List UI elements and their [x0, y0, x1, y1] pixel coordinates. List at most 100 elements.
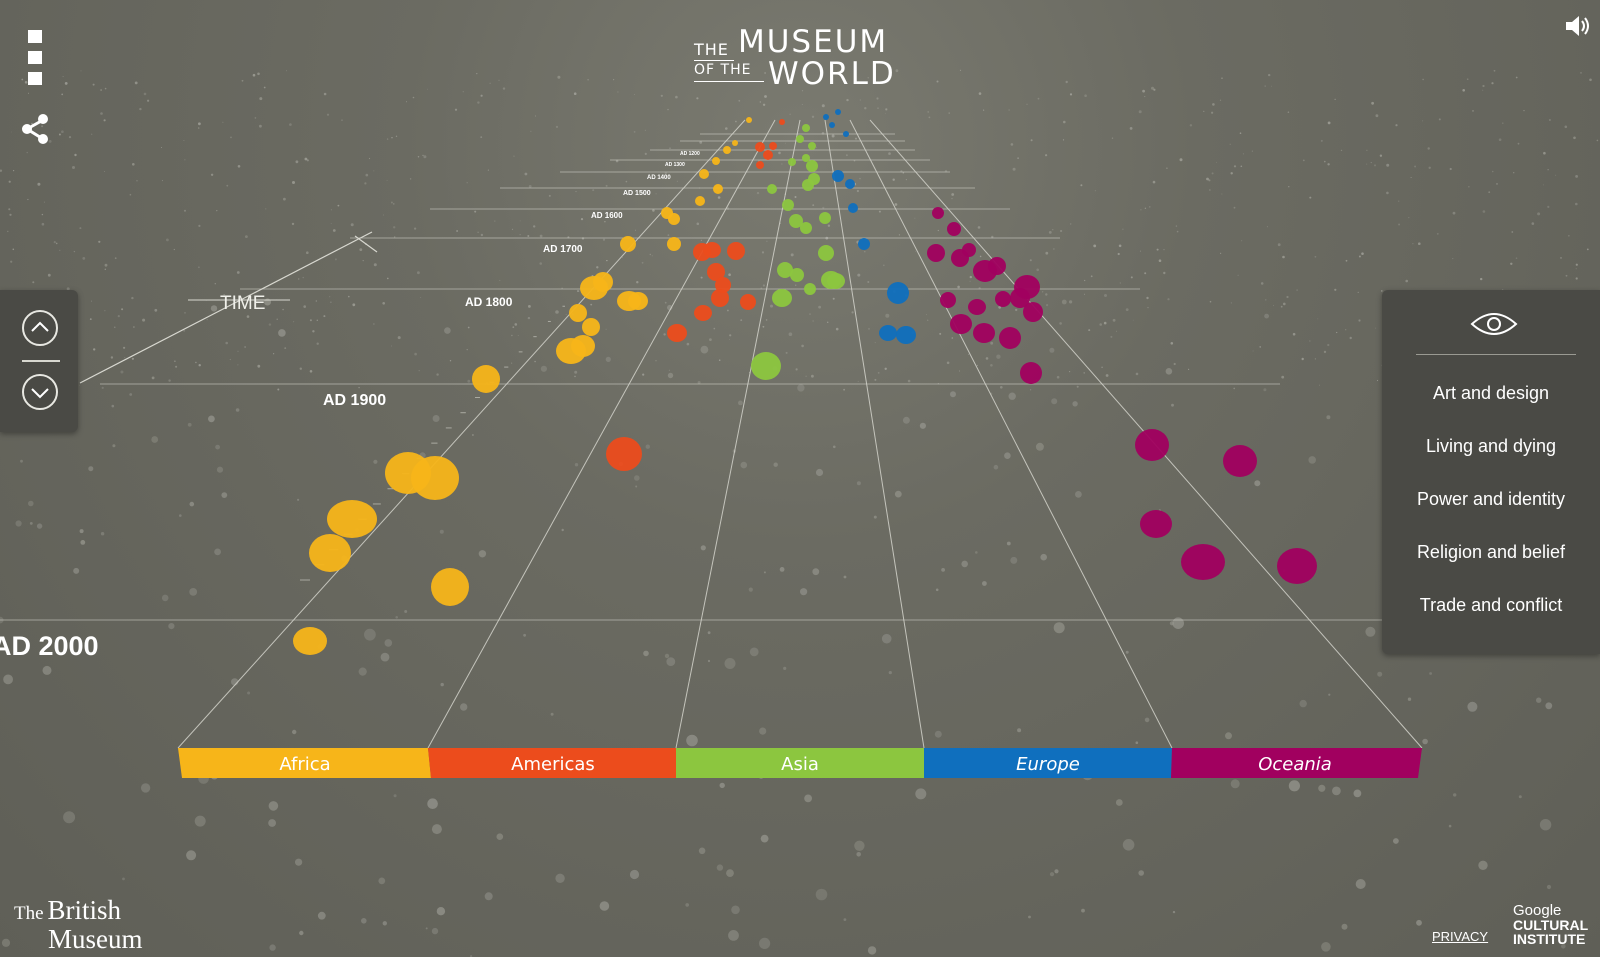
dust-particle — [1273, 305, 1274, 306]
dust-particle — [805, 375, 807, 377]
dust-particle — [329, 296, 331, 298]
dust-particle — [79, 529, 84, 534]
dust-particle — [864, 251, 866, 253]
dust-particle — [284, 347, 287, 349]
dust-particle — [1165, 368, 1173, 375]
time-panel-divider — [22, 360, 60, 362]
region-segment-africa[interactable] — [178, 748, 431, 778]
dust-particle — [827, 224, 831, 227]
menu-button[interactable] — [28, 30, 44, 86]
dust-particle — [10, 260, 13, 263]
region-label-europe: Europe — [1016, 754, 1080, 775]
filter-trade-and-conflict[interactable]: Trade and conflict — [1419, 595, 1563, 615]
privacy-link[interactable]: PRIVACY — [1432, 929, 1489, 944]
dust-particle — [3, 674, 13, 685]
dust-particle — [91, 300, 93, 302]
dust-particle — [857, 380, 859, 382]
filter-art-and-design[interactable]: Art and design — [1432, 383, 1550, 403]
time-axis: TIME — [79, 231, 378, 384]
region-segment-americas[interactable] — [428, 748, 676, 778]
dust-particle — [1560, 257, 1562, 259]
dust-particle — [664, 301, 667, 304]
dust-particle — [237, 165, 241, 168]
dust-particle — [1093, 244, 1097, 248]
dust-particle — [1101, 366, 1103, 369]
filter-living-and-dying[interactable]: Living and dying — [1425, 436, 1557, 456]
dust-particle — [1135, 741, 1139, 744]
dust-particle — [1341, 923, 1348, 930]
google-cultural-institute-logo[interactable]: Google CULTURAL INSTITUTE — [1513, 903, 1588, 946]
sound-button[interactable] — [1564, 12, 1594, 40]
dust-particle — [1482, 210, 1486, 213]
dust-particle — [1418, 242, 1421, 245]
object-dots[interactable] — [293, 109, 1317, 655]
dust-particle — [1045, 154, 1048, 157]
dust-particle — [73, 250, 76, 253]
dust-particle — [406, 101, 407, 103]
dust-particle — [425, 927, 428, 930]
grid-column-line — [849, 119, 1173, 749]
dust-particle — [373, 459, 378, 464]
dust-particle — [1035, 442, 1044, 451]
dust-particle — [244, 346, 247, 348]
share-button[interactable] — [18, 112, 52, 146]
dust-particle — [1075, 491, 1082, 498]
dust-particle — [1349, 336, 1352, 340]
dust-particle — [1320, 139, 1323, 142]
dust-particle — [382, 921, 387, 926]
dust-particle — [63, 811, 76, 824]
dust-particle — [885, 313, 890, 318]
dust-particle — [1288, 186, 1290, 188]
region-segment-europe[interactable] — [924, 748, 1172, 778]
dust-particle — [1041, 291, 1044, 293]
object-dot — [879, 325, 897, 341]
dust-particle — [1575, 277, 1578, 280]
dust-particle — [1122, 228, 1124, 230]
region-segment-asia[interactable] — [676, 748, 924, 778]
dust-particle — [1301, 357, 1304, 361]
dust-particle — [93, 348, 96, 351]
year-labels: AD 2000 AD 1900 AD 1800 AD 1700 AD 1600 … — [0, 151, 700, 661]
dust-particle — [98, 240, 101, 243]
dust-particle — [1412, 243, 1414, 245]
object-dot — [790, 268, 804, 282]
dust-particle — [1561, 944, 1566, 949]
dust-particle — [1438, 118, 1441, 121]
time-up-button[interactable] — [22, 310, 58, 346]
object-dot — [782, 199, 794, 211]
time-down-button[interactable] — [22, 374, 58, 410]
filter-power-and-identity[interactable]: Power and identity — [1416, 489, 1566, 509]
dust-particle — [1110, 335, 1113, 338]
dust-particle — [439, 529, 444, 534]
dust-particle — [1080, 184, 1083, 187]
dust-particle — [263, 86, 266, 89]
dust-particle — [1523, 110, 1525, 112]
british-museum-logo[interactable]: The British Museum — [14, 897, 143, 956]
dust-particle — [259, 97, 263, 101]
dust-particle — [1334, 288, 1337, 291]
dust-particle — [1427, 147, 1430, 150]
dust-particle — [1543, 151, 1546, 155]
dust-particle — [1046, 304, 1049, 307]
year-label-2000: AD 2000 — [0, 631, 99, 661]
dust-particle — [596, 266, 599, 269]
dust-particle — [1241, 240, 1243, 242]
dust-particle — [186, 850, 197, 861]
dust-particle — [514, 323, 518, 326]
dust-particle — [55, 242, 58, 245]
dust-particle — [599, 901, 610, 911]
visibility-toggle-button[interactable] — [1470, 310, 1518, 338]
dust-particle — [635, 485, 638, 488]
region-segment-oceania[interactable] — [1171, 748, 1422, 778]
dust-particle — [696, 222, 700, 226]
region-bar[interactable]: Africa Americas Asia Europe Oceania — [178, 748, 1422, 778]
dust-particle — [660, 94, 663, 97]
dust-particle — [1586, 248, 1589, 251]
filter-religion-and-belief[interactable]: Religion and belief — [1416, 542, 1566, 562]
region-label-asia: Asia — [781, 754, 819, 775]
dust-particle — [1076, 385, 1079, 388]
dust-particle — [835, 327, 839, 331]
dust-particle — [1069, 93, 1073, 96]
object-dot — [932, 207, 944, 219]
